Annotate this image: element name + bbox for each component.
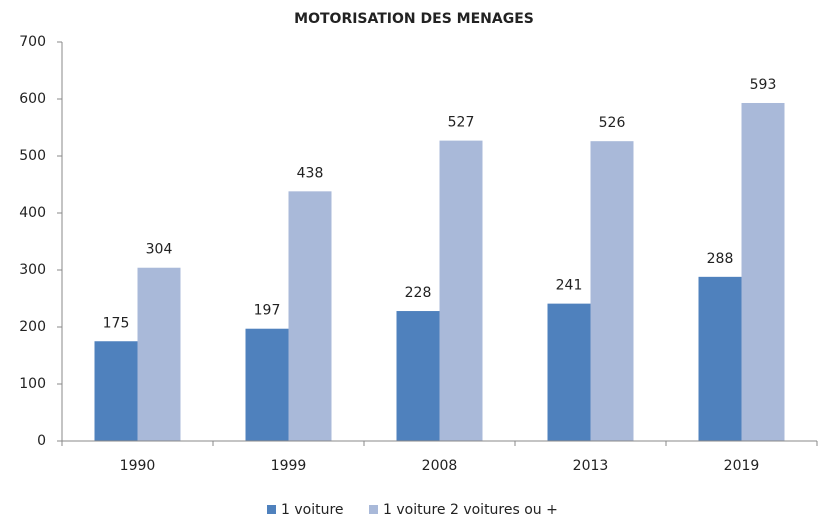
value-label: 527 — [448, 115, 475, 131]
legend-label: 1 voiture 2 voitures ou + — [383, 502, 558, 518]
chart-title: MOTORISATION DES MENAGES — [294, 11, 534, 27]
x-tick-label: 2013 — [573, 458, 609, 474]
x-tick-label: 1990 — [120, 458, 156, 474]
bar — [245, 328, 289, 441]
y-tick-label: 700 — [19, 34, 46, 50]
legend-swatch — [369, 505, 378, 514]
y-tick-label: 500 — [19, 148, 46, 164]
bar — [94, 341, 138, 441]
legend-label: 1 voiture — [281, 502, 344, 518]
legend-swatch — [267, 505, 276, 514]
value-label: 228 — [405, 285, 432, 301]
value-label: 438 — [297, 165, 324, 181]
value-label: 197 — [254, 303, 281, 319]
bar — [547, 303, 591, 441]
y-tick-label: 0 — [37, 433, 46, 449]
bar — [396, 311, 440, 441]
value-label: 593 — [750, 77, 777, 93]
y-tick-label: 600 — [19, 91, 46, 107]
bar — [439, 140, 483, 442]
bar — [741, 102, 785, 442]
value-label: 241 — [556, 278, 583, 294]
y-tick-label: 300 — [19, 262, 46, 278]
y-tick-label: 100 — [19, 376, 46, 392]
value-label: 288 — [707, 251, 734, 267]
value-label: 304 — [146, 242, 173, 258]
bar — [288, 191, 332, 441]
x-tick-label: 1999 — [271, 458, 307, 474]
x-tick-label: 2019 — [724, 458, 760, 474]
x-tick-label: 2008 — [422, 458, 458, 474]
y-tick-label: 200 — [19, 319, 46, 335]
bar — [137, 267, 181, 441]
bar — [590, 141, 634, 441]
bar — [698, 276, 742, 441]
y-tick-label: 400 — [19, 205, 46, 221]
value-label: 526 — [599, 115, 626, 131]
value-label: 175 — [103, 315, 130, 331]
